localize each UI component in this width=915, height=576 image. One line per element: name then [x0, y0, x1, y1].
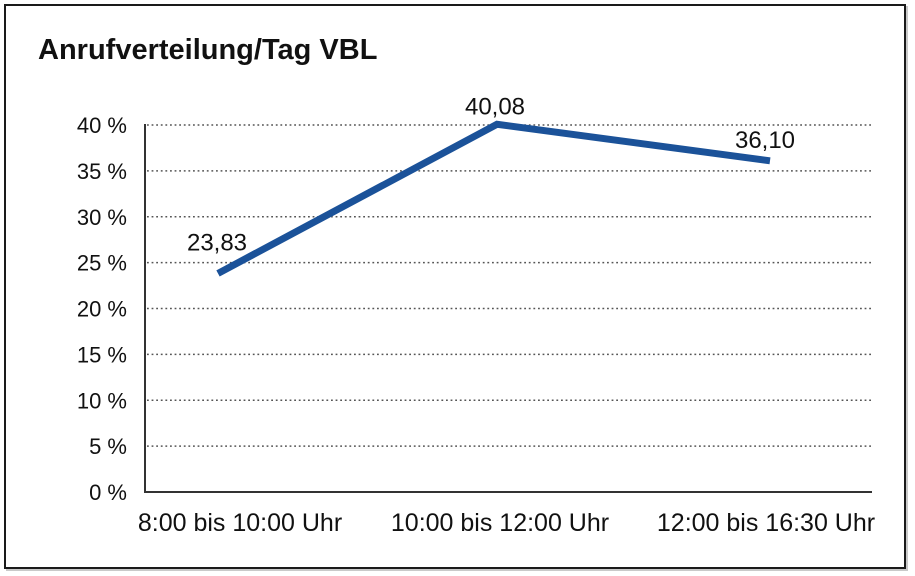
chart-title: Anrufverteilung/Tag VBL: [38, 34, 378, 66]
y-axis-tick-label: 35 %: [77, 159, 127, 184]
y-axis-tick-label: 0 %: [89, 480, 127, 505]
data-line: [216, 120, 771, 277]
data-point-label: 23,83: [187, 229, 247, 256]
chart-border-frame: [4, 4, 906, 569]
y-axis-tick-label: 5 %: [89, 434, 127, 459]
y-axis-tick-label: 10 %: [77, 388, 127, 413]
y-axis-tick-label: 30 %: [77, 205, 127, 230]
y-axis-tick-label: 40 %: [77, 113, 127, 138]
y-axis-tick-label: 25 %: [77, 251, 127, 276]
data-point-label: 36,10: [735, 127, 795, 154]
y-axis-tick-label: 15 %: [77, 342, 127, 367]
x-axis-tick-label: 8:00 bis 10:00 Uhr: [138, 509, 342, 537]
y-axis-tick-label: 20 %: [77, 297, 127, 322]
x-axis-tick-label: 10:00 bis 12:00 Uhr: [391, 509, 609, 537]
data-point-label: 40,08: [465, 93, 525, 120]
x-axis-tick-label: 12:00 bis 16:30 Uhr: [657, 509, 875, 537]
